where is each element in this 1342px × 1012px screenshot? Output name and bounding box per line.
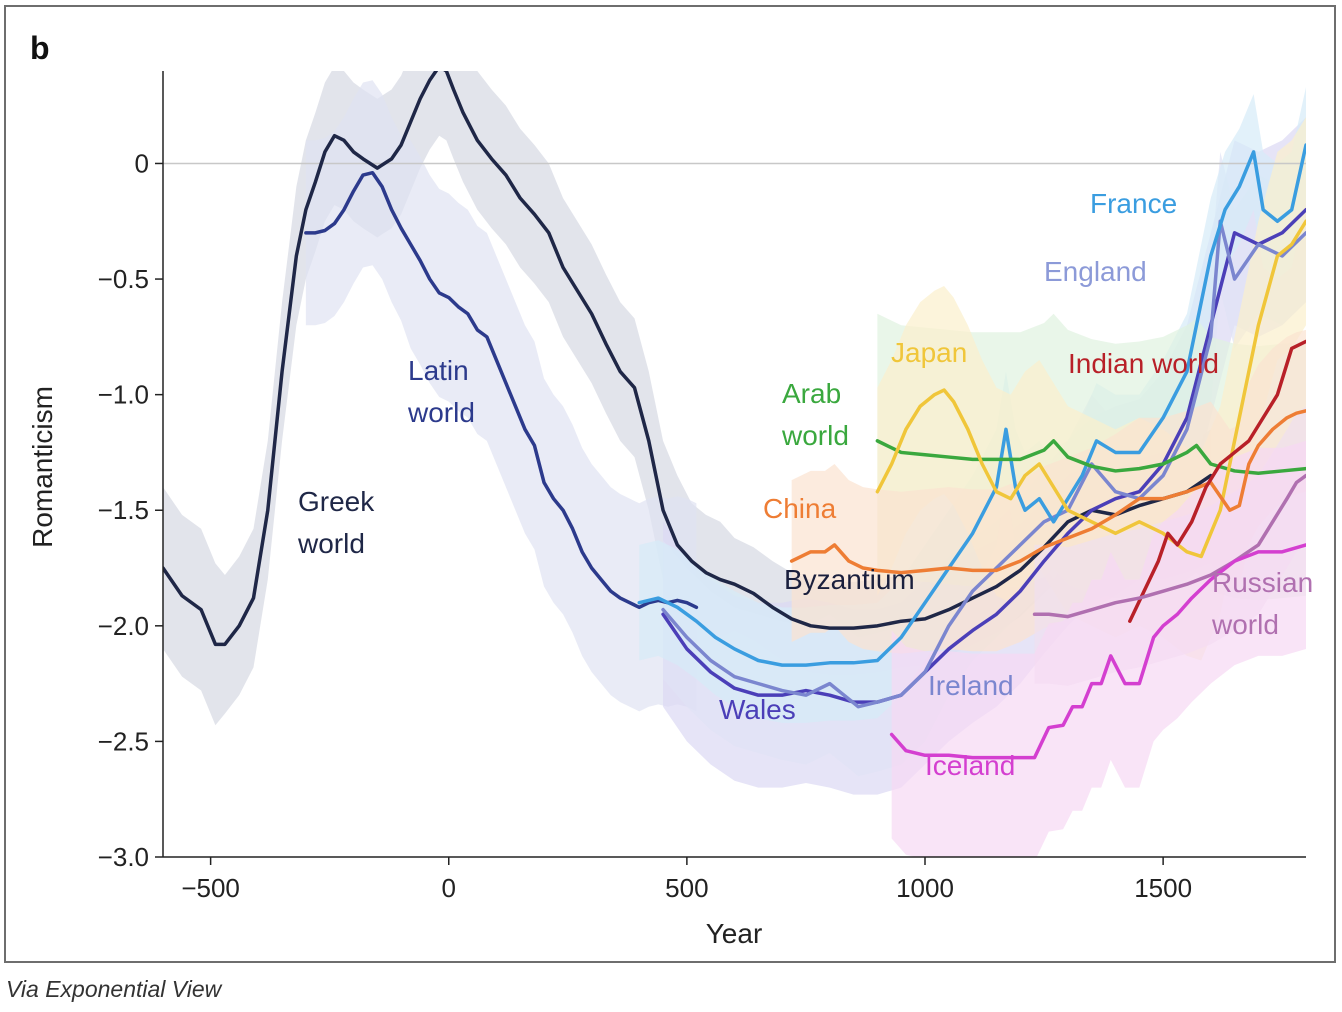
latin-world-label: Latin world [407, 355, 475, 428]
arab-world-line [875, 439, 1306, 475]
indian-world-line [1128, 339, 1306, 623]
ireland-label: Ireland [928, 670, 1014, 701]
y-tick-label: −3.0 [98, 842, 149, 872]
greek-world-label: Greek world [297, 486, 375, 559]
x-tick-label: 1000 [896, 873, 954, 903]
y-tick-label: −2.0 [98, 611, 149, 641]
iceland-band [891, 440, 1306, 857]
latin-world-line [304, 170, 699, 610]
y-tick-label: 0 [135, 148, 149, 178]
latin-world-band [305, 80, 697, 712]
byzantium-label: Byzantium [784, 564, 915, 595]
y-tick-label: −2.5 [98, 726, 149, 756]
image-caption: Via Exponential View [6, 976, 222, 1002]
china-label: China [763, 493, 837, 524]
japan-line [875, 219, 1306, 559]
russian-world-label: Russian world [1211, 567, 1313, 640]
y-tick-label: −0.5 [98, 264, 149, 294]
england-label: England [1044, 256, 1147, 287]
iceland-line [889, 543, 1306, 760]
y-tick-label: −1.5 [98, 495, 149, 525]
figure-frame: b −500 0 500 1000 1500 0 −0.5 −1.0 −1.5 −2.0 −2.5… [4, 5, 1336, 963]
china-line [789, 409, 1306, 575]
x-tick-label: 500 [665, 873, 708, 903]
russian-world-line [1032, 473, 1306, 619]
japan-label: Japan [891, 337, 967, 368]
wales-line [661, 207, 1306, 704]
confidence-bands [163, 71, 1306, 857]
x-tick-label: 1500 [1134, 873, 1192, 903]
y-axis-title: Romanticism [27, 386, 58, 548]
france-line [637, 143, 1306, 667]
x-axis-ticks: −500 0 500 1000 1500 [181, 857, 1192, 903]
wales-label: Wales [719, 694, 796, 725]
x-tick-label: −500 [181, 873, 240, 903]
indian-world-label: Indian world [1068, 348, 1219, 379]
series-lines [163, 71, 1306, 760]
panel-label: b [30, 30, 50, 66]
series-labels: Greek world Latin world Byzantium Wales Irelan… [297, 188, 1313, 781]
greek-world-line [163, 71, 1213, 647]
france-label: France [1090, 188, 1177, 219]
arab-world-label: Arab world [781, 378, 849, 451]
y-axis-ticks: 0 −0.5 −1.0 −1.5 −2.0 −2.5 −3.0 [98, 148, 163, 872]
iceland-label: Iceland [925, 750, 1015, 781]
axes [162, 71, 1306, 858]
x-tick-label: 0 [442, 873, 456, 903]
ireland-line [661, 219, 1306, 709]
y-tick-label: −1.0 [98, 380, 149, 410]
x-axis-title: Year [706, 918, 763, 949]
romanticism-line-chart: b −500 0 500 1000 1500 0 −0.5 −1.0 −1.5 −2.0 −2.5… [27, 30, 1313, 949]
